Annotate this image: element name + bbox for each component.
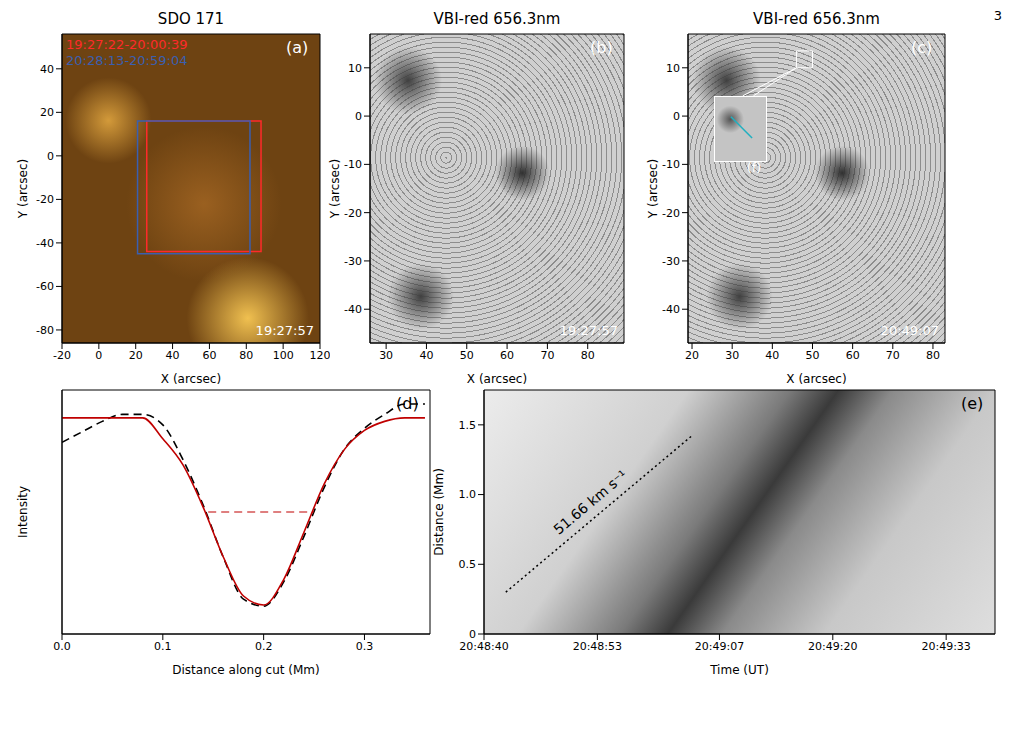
svg-text:-10: -10	[344, 158, 362, 171]
svg-text:20: 20	[40, 106, 54, 119]
html-text:(e): (e)	[961, 394, 984, 413]
html-text:VBI-red 656.3nm: VBI-red 656.3nm	[753, 10, 880, 28]
svg-text:Intensity: Intensity	[16, 486, 30, 538]
svg-text:40: 40	[765, 349, 779, 362]
svg-text:40: 40	[166, 349, 180, 362]
svg-text:Distance (Mm): Distance (Mm)	[432, 468, 446, 556]
html-text:SDO 171: SDO 171	[157, 10, 225, 28]
svg-text:60: 60	[500, 349, 514, 362]
svg-text:70: 70	[540, 349, 554, 362]
html-text:19:27:22-20:00:39: 19:27:22-20:00:39	[66, 37, 188, 52]
html-text:51.66 km s⁻¹: 51.66 km s⁻¹	[549, 466, 630, 538]
svg-text:40: 40	[40, 63, 54, 76]
svg-text:X (arcsec): X (arcsec)	[786, 372, 846, 386]
svg-text:-40: -40	[662, 303, 680, 316]
svg-text:20: 20	[129, 349, 143, 362]
svg-text:80: 80	[581, 349, 595, 362]
svg-text:Distance along cut (Mm): Distance along cut (Mm)	[172, 663, 319, 677]
svg-text:50: 50	[805, 349, 819, 362]
html-text:(d): (d)	[396, 394, 419, 413]
html-text:(b): (b)	[590, 38, 613, 57]
svg-text:0: 0	[47, 150, 54, 163]
html-text:3: 3	[993, 8, 1002, 23]
svg-text:0.0: 0.0	[53, 640, 71, 653]
svg-text:100: 100	[273, 349, 294, 362]
svg-text:X (arcsec): X (arcsec)	[467, 372, 527, 386]
svg-text:-10: -10	[662, 158, 680, 171]
html-text:(f): (f)	[746, 159, 762, 175]
svg-text:60: 60	[202, 349, 216, 362]
svg-text:-30: -30	[344, 255, 362, 268]
svg-text:0.5: 0.5	[459, 558, 477, 571]
svg-text:-30: -30	[662, 255, 680, 268]
html-text:(a): (a)	[286, 38, 309, 57]
svg-text:10: 10	[348, 62, 362, 75]
svg-text:80: 80	[239, 349, 253, 362]
html-text:20:49:07: 20:49:07	[880, 323, 939, 338]
svg-text:30: 30	[725, 349, 739, 362]
svg-text:10: 10	[666, 62, 680, 75]
svg-text:120: 120	[310, 349, 331, 362]
svg-text:70: 70	[886, 349, 900, 362]
svg-text:20:49:07: 20:49:07	[695, 640, 744, 653]
svg-text:0: 0	[469, 628, 476, 641]
svg-text:40: 40	[419, 349, 433, 362]
html-text:19:27:57: 19:27:57	[559, 323, 618, 338]
svg-text:0.1: 0.1	[154, 640, 172, 653]
svg-text:30: 30	[379, 349, 393, 362]
html-text:20:28:13-20:59:04: 20:28:13-20:59:04	[66, 53, 188, 68]
svg-text:0: 0	[355, 110, 362, 123]
svg-text:20:48:40: 20:48:40	[459, 640, 508, 653]
svg-text:0.2: 0.2	[255, 640, 273, 653]
html-text:(c): (c)	[911, 38, 933, 57]
svg-text:-20: -20	[344, 207, 362, 220]
svg-text:80: 80	[926, 349, 940, 362]
svg-text:-20: -20	[36, 193, 54, 206]
svg-text:-20: -20	[662, 207, 680, 220]
svg-text:20: 20	[685, 349, 699, 362]
svg-text:1.5: 1.5	[459, 419, 477, 432]
svg-text:-80: -80	[36, 324, 54, 337]
svg-text:Y (arcsec): Y (arcsec)	[646, 159, 660, 219]
svg-text:-20: -20	[53, 349, 71, 362]
svg-text:-60: -60	[36, 280, 54, 293]
svg-text:X (arcsec): X (arcsec)	[161, 372, 221, 386]
svg-text:20:49:33: 20:49:33	[921, 640, 970, 653]
svg-text:Y (arcsec): Y (arcsec)	[328, 159, 342, 219]
svg-text:0: 0	[673, 110, 680, 123]
html-text:19:27:57: 19:27:57	[255, 323, 314, 338]
svg-text:1.0: 1.0	[459, 488, 477, 501]
svg-text:60: 60	[846, 349, 860, 362]
svg-text:20:48:53: 20:48:53	[573, 640, 622, 653]
svg-text:50: 50	[460, 349, 474, 362]
svg-text:-40: -40	[344, 303, 362, 316]
svg-text:20:49:20: 20:49:20	[808, 640, 857, 653]
svg-text:0.3: 0.3	[356, 640, 374, 653]
svg-text:-40: -40	[36, 237, 54, 250]
svg-text:Y (arcsec): Y (arcsec)	[16, 159, 30, 219]
svg-text:Time (UT): Time (UT)	[709, 663, 769, 677]
html-text:VBI-red 656.3nm: VBI-red 656.3nm	[433, 10, 561, 28]
svg-text:0: 0	[95, 349, 102, 362]
